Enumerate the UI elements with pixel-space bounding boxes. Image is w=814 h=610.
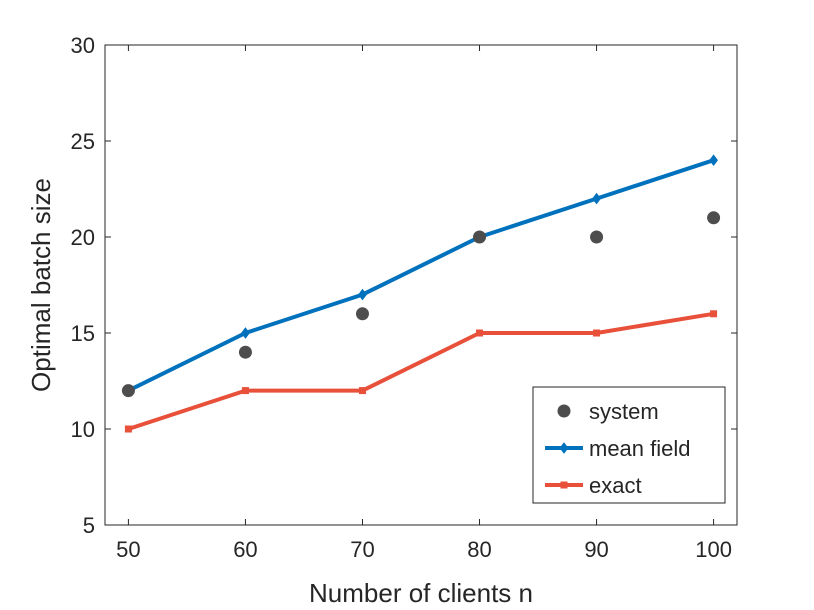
- data-point-exact: [124, 425, 132, 433]
- legend-label-exact: exact: [589, 473, 642, 498]
- data-point-exact: [358, 387, 366, 395]
- series-line-mean-field: [127, 158, 715, 393]
- data-point-system: [590, 230, 604, 244]
- legend-marker-system: [557, 404, 571, 418]
- x-axis: 50 60 70 80 90 100: [116, 45, 732, 562]
- x-tick-label: 60: [233, 537, 257, 562]
- data-point-exact: [241, 387, 249, 395]
- legend-label-system: system: [589, 399, 659, 424]
- data-point-mean-field: [709, 154, 718, 167]
- y-tick-label: 25: [71, 129, 95, 154]
- y-tick-label: 15: [71, 321, 95, 346]
- series-layer: [121, 154, 721, 433]
- x-axis-label: Number of clients n: [309, 578, 533, 608]
- legend: system mean field exact: [532, 386, 726, 504]
- data-point-system: [121, 384, 135, 398]
- x-tick-label: 100: [695, 537, 732, 562]
- y-tick-label: 20: [71, 225, 95, 250]
- legend-marker-mean-field: [559, 442, 569, 454]
- x-tick-label: 80: [467, 537, 491, 562]
- x-tick-label: 90: [584, 537, 608, 562]
- data-point-exact: [710, 310, 718, 318]
- y-tick-label: 10: [71, 417, 95, 442]
- data-point-mean-field: [358, 288, 367, 301]
- data-point-system: [473, 230, 487, 244]
- legend-label-mean-field: mean field: [589, 436, 691, 461]
- y-tick-label: 30: [71, 33, 95, 58]
- legend-marker-exact: [560, 481, 568, 489]
- series-mean-field: [124, 154, 718, 397]
- data-point-mean-field: [592, 192, 601, 205]
- data-point-system: [238, 345, 252, 359]
- series-exact: [124, 310, 718, 433]
- y-axis-label: Optimal batch size: [26, 178, 56, 392]
- series-system: [121, 211, 721, 398]
- series-line-exact: [127, 311, 714, 431]
- data-point-exact: [593, 329, 601, 337]
- data-point-mean-field: [241, 327, 250, 339]
- axes-box: [104, 44, 738, 526]
- x-tick-label: 70: [350, 537, 374, 562]
- y-axis: 5 10 15 20 25 30: [71, 33, 737, 538]
- y-tick-label: 5: [83, 513, 95, 538]
- data-point-system: [707, 211, 721, 225]
- data-point-system: [355, 307, 369, 321]
- data-point-exact: [476, 329, 484, 337]
- x-tick-label: 50: [116, 537, 140, 562]
